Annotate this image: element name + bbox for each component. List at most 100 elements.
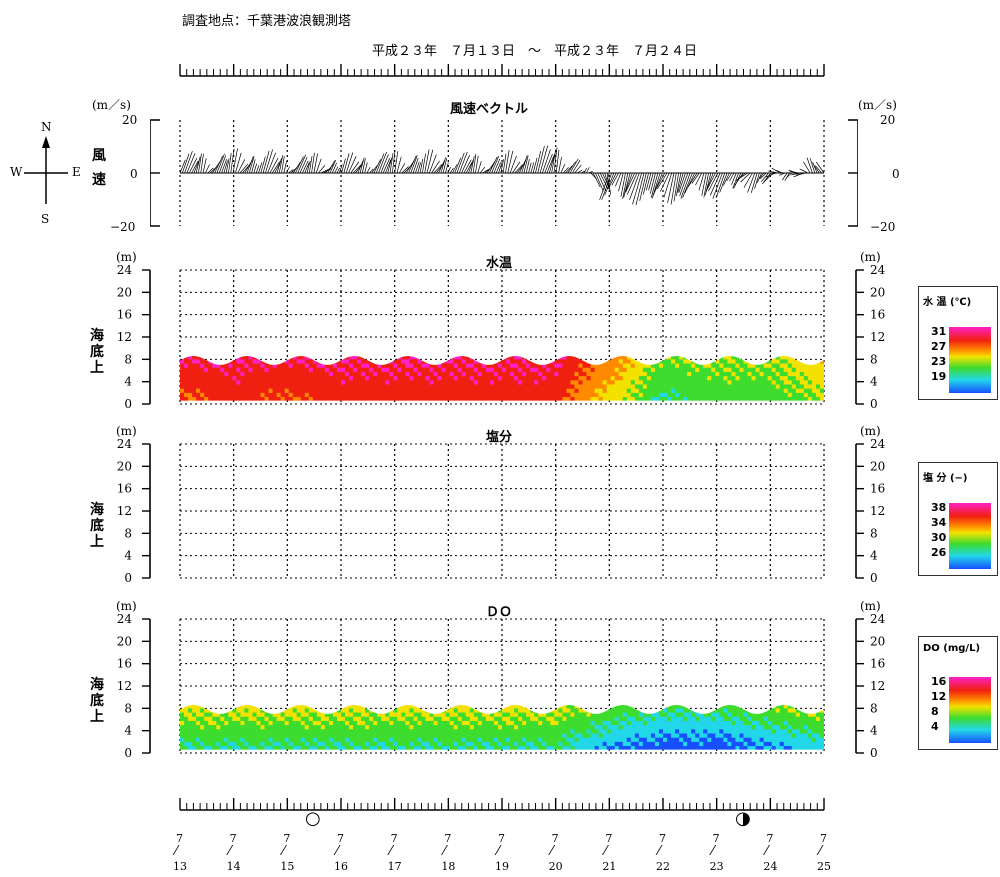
wind-ytick-right: −20 (870, 220, 896, 234)
heatmap-cell (767, 741, 773, 747)
heatmap-cell (260, 356, 266, 360)
heatmap-cell (405, 392, 411, 398)
heatmap-cell (381, 728, 386, 734)
heatmap-cell (667, 383, 672, 389)
heatmap-cell (538, 728, 543, 734)
heatmap-cell (735, 362, 741, 368)
heatmap-cell (530, 745, 535, 750)
heatmap-cell (381, 720, 386, 726)
heatmap-cell (679, 375, 684, 381)
heatmap-cell (445, 388, 451, 393)
heatmap-cell (457, 705, 463, 709)
heatmap-cell (389, 699, 394, 704)
heatmap-cell (445, 358, 451, 364)
heatmap-cell (538, 362, 543, 368)
heatmap-cell (188, 707, 193, 713)
heatmap-cell (220, 728, 225, 734)
wind-vector (542, 149, 551, 174)
heatmap-cell (461, 392, 467, 398)
heatmap-cell (783, 371, 789, 377)
wind-vector (417, 162, 421, 174)
ytick-right: 4 (870, 549, 878, 563)
wind-vector (652, 172, 663, 196)
wind-vector (588, 170, 593, 174)
heatmap-cell (791, 728, 797, 734)
heatmap-cell (719, 362, 724, 368)
wind-vector (806, 157, 813, 174)
heatmap-cell (807, 392, 813, 398)
wind-vector (509, 155, 517, 174)
heatmap-cell (695, 741, 700, 747)
heatmap-cell (699, 379, 704, 385)
heatmap-cell (654, 732, 660, 738)
heatmap-cell (204, 371, 209, 377)
heatmap-cell (188, 737, 193, 742)
wind-vector (737, 172, 749, 180)
heatmap-cell (421, 356, 427, 360)
heatmap-cell (566, 379, 572, 385)
heatmap-cell (586, 737, 592, 742)
heatmap-cell (361, 350, 366, 355)
heatmap-cell (429, 383, 435, 389)
heatmap-cell (269, 350, 274, 355)
heatmap-cell (261, 350, 266, 355)
heatmap-cell (458, 350, 463, 355)
heatmap-cell (489, 705, 495, 709)
heatmap-cell (667, 367, 672, 372)
heatmap-cell (288, 392, 294, 398)
heatmap-cell (582, 741, 588, 747)
heatmap-cell (638, 396, 644, 401)
heatmap-cell (815, 379, 821, 385)
heatmap-cell (373, 350, 378, 355)
heatmap-cell (518, 379, 523, 385)
heatmap-cell (481, 362, 487, 368)
wind-vector (691, 172, 700, 184)
date-day: 16 (334, 860, 348, 873)
heatmap-cell (626, 396, 632, 401)
heatmap-cell (260, 705, 266, 709)
heatmap-cell (441, 741, 447, 747)
heatmap-cell (292, 711, 298, 717)
heatmap-cell (441, 383, 447, 389)
heatmap-cell (196, 371, 201, 377)
heatmap-cell (650, 362, 656, 368)
heatmap-cell (397, 388, 402, 393)
heatmap-cell (650, 737, 656, 742)
heatmap-cell (578, 379, 584, 385)
heatmap-cell (336, 388, 342, 393)
heatmap-cell (566, 705, 572, 709)
heatmap-cell (204, 379, 209, 385)
heatmap-cell (445, 716, 451, 721)
heatmap-cell (606, 724, 612, 730)
heatmap-cell (679, 356, 684, 360)
heatmap-cell (630, 379, 636, 385)
heatmap-cell (707, 737, 712, 742)
heatmap-cell (763, 371, 769, 377)
heatmap-cell (377, 741, 382, 747)
heatmap-cell (804, 350, 809, 355)
heatmap-cell (393, 350, 398, 355)
heatmap-cell (208, 379, 213, 385)
heatmap-cell (586, 741, 592, 747)
heatmap-cell (453, 741, 459, 747)
heatmap-cell (534, 388, 539, 393)
heatmap-cell (699, 367, 704, 372)
heatmap-cell (602, 362, 608, 368)
heatmap-cell (622, 728, 628, 734)
wind-vector (595, 172, 604, 192)
heatmap-cell (361, 383, 366, 389)
heatmap-cell (775, 741, 781, 747)
heatmap-cell (381, 745, 386, 750)
heatmap-cell (224, 705, 229, 709)
heatmap-cell (687, 358, 692, 364)
heatmap-cell (312, 367, 318, 372)
heatmap-cell (312, 383, 318, 389)
heatmap-cell (723, 716, 728, 721)
heatmap-cell (735, 371, 741, 377)
heatmap-cell (336, 720, 342, 726)
ytick-left: 12 (117, 679, 132, 693)
heatmap-cell (803, 728, 809, 734)
heatmap-cell (369, 388, 374, 393)
heatmap-cell (715, 732, 720, 738)
wind-vector (392, 150, 396, 174)
